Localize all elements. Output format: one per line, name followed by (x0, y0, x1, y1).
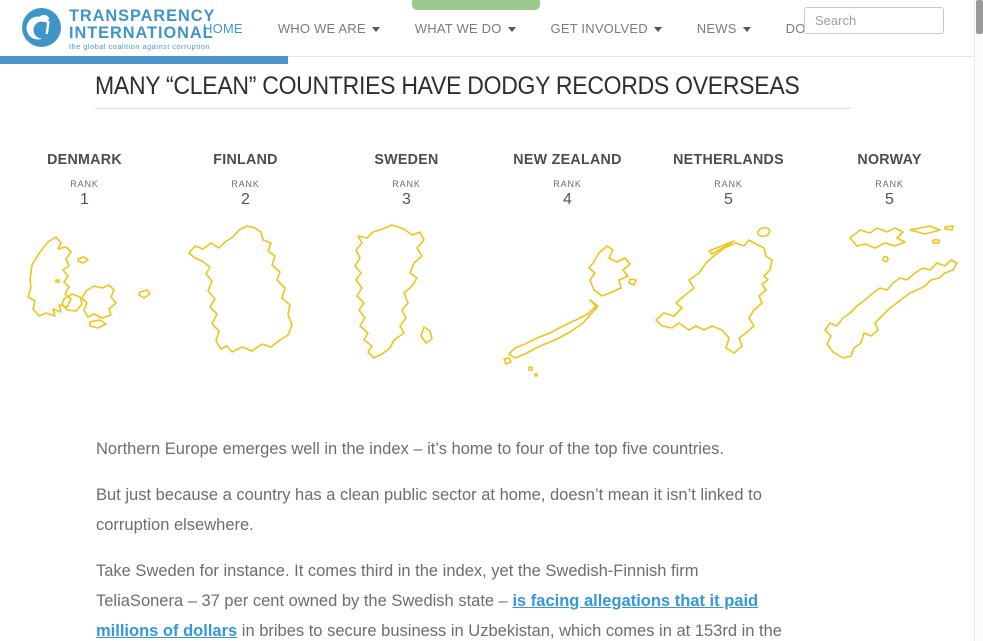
nav-label: HOME (203, 21, 243, 36)
nav-item-who-we-are[interactable]: WHO WE ARE (278, 21, 380, 36)
logo-line1: TRANSPARENCY (69, 6, 216, 25)
chevron-down-icon (653, 27, 662, 32)
rank-value: 3 (402, 191, 411, 208)
logo-text: TRANSPARENCY INTERNATIONAL the global co… (69, 7, 221, 51)
chevron-down-icon (371, 27, 380, 32)
country-card-sweden: SWEDEN RANK 3 (326, 151, 487, 388)
rank-value: 4 (563, 191, 572, 208)
logo-line2: INTERNATIONAL (69, 23, 214, 42)
norway-map-outline (823, 225, 958, 359)
article-head: MANY “CLEAN” COUNTRIES HAVE DODGY RECORD… (95, 72, 851, 109)
rank-label: RANK (553, 179, 582, 189)
article-body: Northern Europe emerges well in the inde… (96, 434, 866, 641)
chevron-down-icon (507, 27, 516, 32)
search-input[interactable] (805, 8, 983, 33)
country-name: NEW ZEALAND (513, 151, 622, 168)
denmark-map-outline (26, 236, 151, 329)
body-link[interactable]: is facing allegations that it paid (512, 592, 759, 610)
netherlands-map-outline (654, 227, 773, 354)
rank-label: RANK (70, 179, 99, 189)
nav-item-news[interactable]: NEWS (697, 21, 751, 36)
transparency-international-logo[interactable]: TRANSPARENCY INTERNATIONAL the global co… (21, 7, 221, 51)
country-card-norway: NORWAY RANK 5 (809, 151, 970, 388)
rank-value: 2 (241, 191, 250, 208)
country-name: FINLAND (213, 151, 278, 168)
text-run: Northern Europe emerges well in the inde… (96, 440, 724, 458)
country-name: NETHERLANDS (673, 151, 784, 168)
country-card-netherlands: NETHERLANDS RANK 5 (648, 151, 809, 388)
search-box (804, 7, 983, 34)
text-line: corruption elsewhere. (96, 510, 866, 540)
top-notification-tab[interactable] (412, 0, 540, 10)
country-name: NORWAY (857, 151, 922, 168)
nav-label: GET INVOLVED (550, 21, 648, 36)
text-line: Take Sweden for instance. It comes third… (96, 556, 866, 586)
finland-map-outline (187, 225, 293, 353)
text-run: But just because a country has a clean p… (96, 486, 762, 504)
active-section-indicator-bar (0, 56, 288, 64)
nav-label: WHAT WE DO (414, 21, 502, 36)
text-run: corruption elsewhere. (96, 516, 254, 534)
nav-item-home[interactable]: HOME (203, 21, 243, 36)
text-run: Take Sweden for instance. It comes third… (96, 562, 699, 580)
country-card-denmark: DENMARK RANK 1 (4, 151, 165, 388)
country-name: DENMARK (47, 151, 122, 168)
text-line: But just because a country has a clean p… (96, 480, 866, 510)
rank-label: RANK (875, 179, 904, 189)
logo-tagline: the global coalition against corruption (69, 42, 210, 51)
globe-logo-icon (22, 8, 61, 47)
rank-label: RANK (392, 179, 421, 189)
text-line: TeliaSonera – 37 per cent owned by the S… (96, 586, 866, 616)
article: MANY “CLEAN” COUNTRIES HAVE DODGY RECORD… (0, 64, 974, 641)
paragraph-1: Northern Europe emerges well in the inde… (96, 434, 866, 464)
text-run: in bribes to secure business in Uzbekist… (237, 622, 782, 640)
nav-label: NEWS (696, 21, 737, 36)
text-line: Northern Europe emerges well in the inde… (96, 434, 866, 464)
body-link[interactable]: millions of dollars (96, 622, 238, 640)
text-line: millions of dollars in bribes to secure … (96, 616, 866, 641)
country-card-finland: FINLAND RANK 2 (165, 151, 326, 388)
top-countries-row: DENMARK RANK 1 FINLAND RANK 2 (4, 151, 970, 388)
vertical-scrollbar[interactable] (974, 0, 983, 641)
sweden-map-outline (353, 224, 433, 359)
scrollbar-thumb[interactable] (976, 0, 983, 34)
rank-value: 1 (80, 191, 89, 208)
rank-value: 5 (885, 191, 894, 208)
paragraph-2: But just because a country has a clean p… (96, 480, 866, 540)
paragraph-3: Take Sweden for instance. It comes third… (96, 556, 866, 641)
nav-item-get-involved[interactable]: GET INVOLVED (551, 21, 662, 36)
country-card-new-zealand: NEW ZEALAND RANK 4 (487, 151, 648, 388)
title-divider (95, 108, 851, 109)
rank-label: RANK (714, 179, 743, 189)
rank-value: 5 (724, 191, 733, 208)
chevron-down-icon (742, 27, 751, 32)
nav-item-what-we-do[interactable]: WHAT WE DO (415, 21, 516, 36)
nav-label: WHO WE ARE (277, 21, 366, 36)
page-title: MANY “CLEAN” COUNTRIES HAVE DODGY RECORD… (95, 72, 800, 100)
new-zealand-map-outline (502, 245, 637, 377)
rank-label: RANK (231, 179, 260, 189)
country-name: SWEDEN (374, 151, 439, 168)
text-run: TeliaSonera – 37 per cent owned by the S… (96, 592, 513, 610)
